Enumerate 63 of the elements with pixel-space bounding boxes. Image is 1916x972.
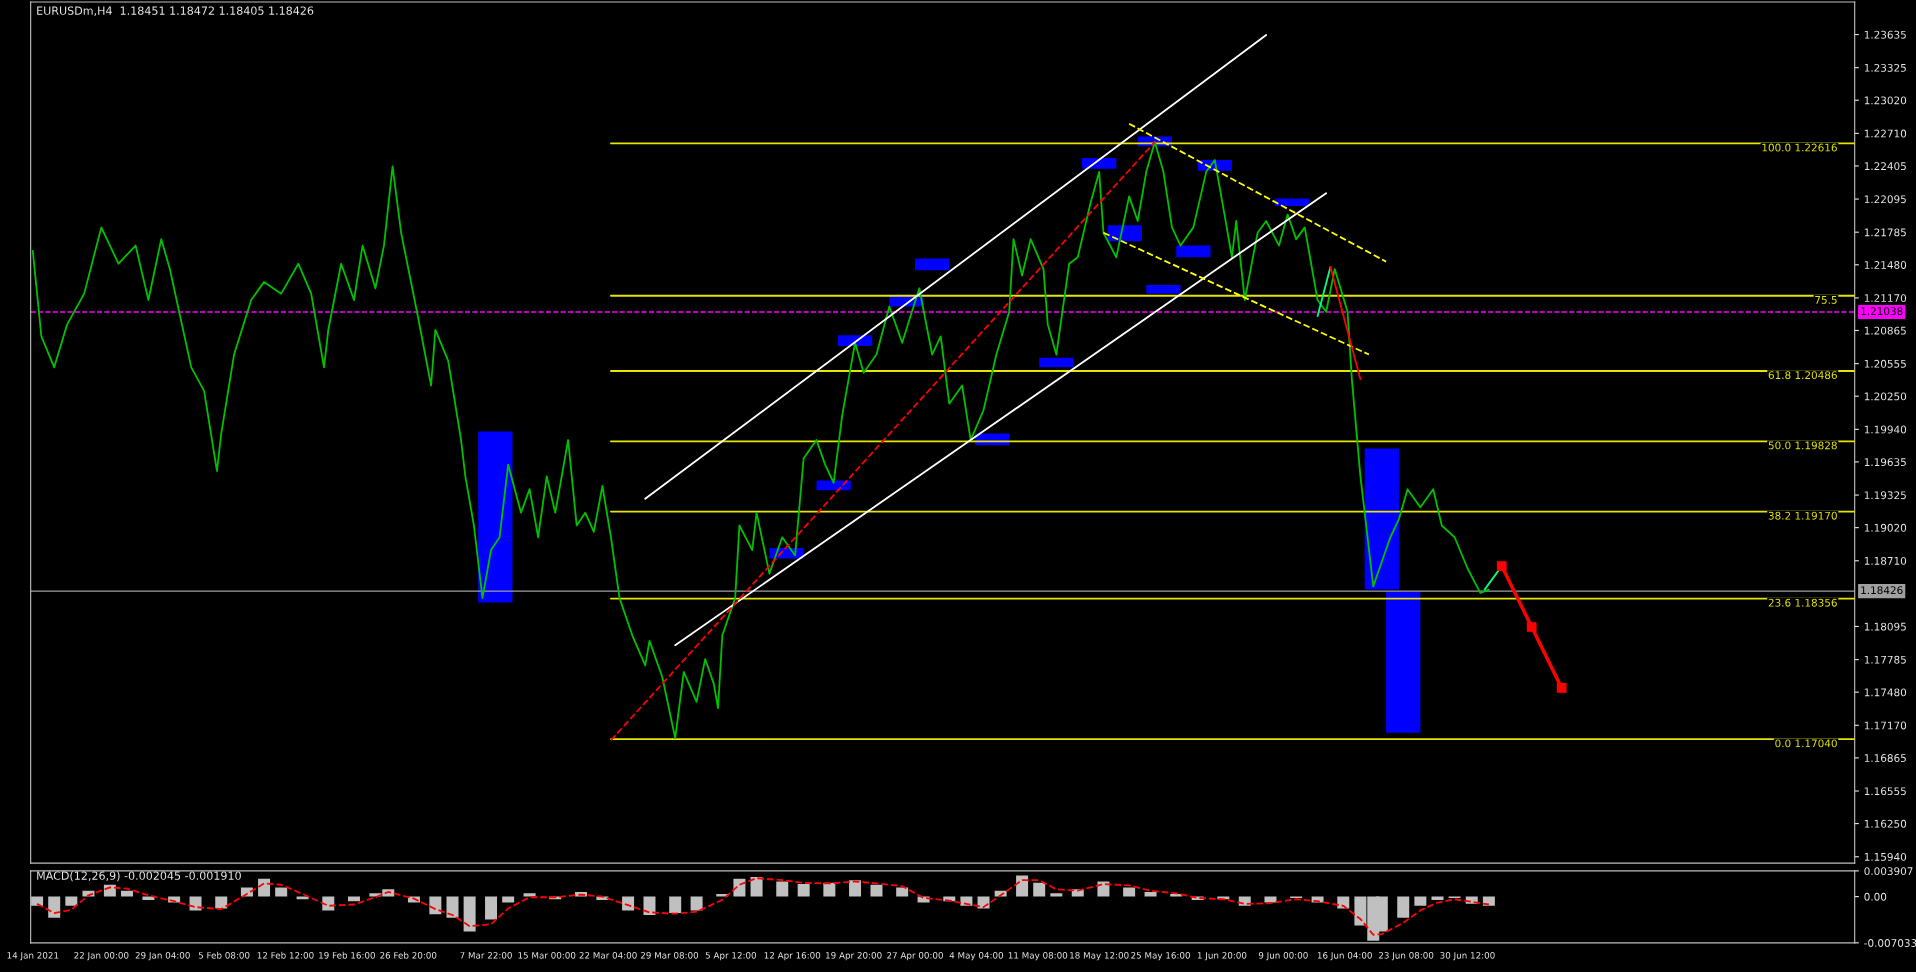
y-tick-label: 1.23635 — [1864, 30, 1906, 39]
x-tick-label: 19 Feb 16:00 — [319, 951, 375, 959]
y-tick-label: 1.21785 — [1864, 228, 1906, 237]
x-tick-label: 18 May 12:00 — [1070, 952, 1129, 961]
y-tick-label: 1.19635 — [1864, 458, 1906, 467]
x-tick-label: 4 May 04:00 — [949, 952, 1004, 961]
x-tick-label: 29 Mar 08:00 — [640, 952, 699, 959]
x-tick-label: 25 May 16:00 — [1131, 952, 1190, 961]
y-tick-label: 1.17785 — [1864, 655, 1906, 664]
y-tick-label: 1.21480 — [1864, 261, 1907, 269]
y-tick-label: 1.23020 — [1864, 96, 1907, 105]
x-tick-label: 27 Apr 00:00 — [887, 952, 943, 961]
series-label: 75.5 — [1815, 296, 1837, 304]
series-label: 100.0 1.22616 — [1762, 143, 1837, 152]
x-tick-label: 12 Apr 16:00 — [764, 952, 821, 961]
y-tick-label: 1.22405 — [1864, 162, 1906, 171]
x-tick-label: 19 Apr 20:00 — [826, 952, 882, 961]
y-tick-label: 1.19325 — [1864, 491, 1906, 500]
y-tick-label: 1.16250 — [1864, 819, 1907, 828]
y-tick-label: 1.16865 — [1864, 754, 1906, 762]
x-tick-label: 22 Mar 04:00 — [579, 952, 637, 959]
y-tick-label: 1.22710 — [1864, 129, 1907, 138]
x-tick-label: 22 Jan 00:00 — [74, 952, 129, 961]
annotation: MACD(12,26,9) -0.002045 -0.001910 — [37, 871, 241, 882]
series-label: 61.8 1.20486 — [1768, 371, 1837, 380]
ref-line-label: 1.21038 — [1861, 307, 1903, 316]
series-label: 23.6 1.18356 — [1768, 598, 1837, 607]
y-tick-label: 1.19020 — [1864, 523, 1907, 532]
x-tick-label: 9 Jun 00:00 — [1258, 952, 1308, 961]
x-tick-label: 12 Feb 12:00 — [257, 951, 314, 959]
y-tick-label: 0.00 — [1864, 892, 1887, 901]
x-tick-label: 5 Feb 08:00 — [198, 951, 250, 959]
x-tick-label: 11 May 08:00 — [1008, 952, 1068, 961]
y-tick-label: 1.22095 — [1864, 195, 1906, 204]
x-tick-label: 26 Feb 20:00 — [380, 951, 437, 959]
y-tick-label: 1.18095 — [1864, 622, 1906, 631]
series-label: 50.0 1.19828 — [1768, 441, 1837, 450]
series-label: 0.0 1.17040 — [1775, 739, 1837, 748]
y-tick-label: -0.007033 — [1864, 939, 1916, 947]
y-tick-label: 1.21170 — [1864, 294, 1907, 303]
x-tick-label: 14 Jan 2021 — [7, 952, 59, 961]
x-tick-label: 29 Jan 04:00 — [135, 952, 190, 961]
y-tick-label: 1.20250 — [1864, 392, 1907, 401]
ref-line-label: 1.18426 — [1861, 586, 1903, 595]
y-tick-label: 0.003907 — [1864, 867, 1913, 876]
annotation: EURUSDm,H4 1.18451 1.18472 1.18405 1.18426 — [37, 6, 314, 16]
x-tick-label: 5 Apr 12:00 — [705, 952, 757, 961]
y-tick-label: 1.18710 — [1864, 556, 1907, 565]
x-tick-label: 1 Jun 20:00 — [1197, 952, 1247, 961]
x-tick-label: 23 Jun 08:00 — [1378, 952, 1434, 961]
y-tick-label: 1.23325 — [1864, 63, 1906, 72]
y-tick-label: 1.20555 — [1864, 359, 1906, 368]
y-tick-label: 1.20865 — [1864, 326, 1906, 335]
x-tick-label: 7 Mar 22:00 — [460, 952, 512, 959]
y-tick-label: 1.16555 — [1864, 787, 1906, 796]
x-tick-label: 15 Mar 00:00 — [518, 952, 576, 959]
y-tick-label: 1.17170 — [1864, 721, 1907, 730]
y-tick-label: 1.19940 — [1864, 425, 1907, 434]
series-label: 38.2 1.19170 — [1768, 511, 1837, 520]
y-tick-label: 1.15940 — [1864, 852, 1907, 861]
x-tick-label: 30 Jun 12:00 — [1440, 952, 1495, 961]
y-tick-label: 1.17480 — [1864, 688, 1907, 697]
x-tick-label: 16 Jun 04:00 — [1317, 952, 1372, 961]
